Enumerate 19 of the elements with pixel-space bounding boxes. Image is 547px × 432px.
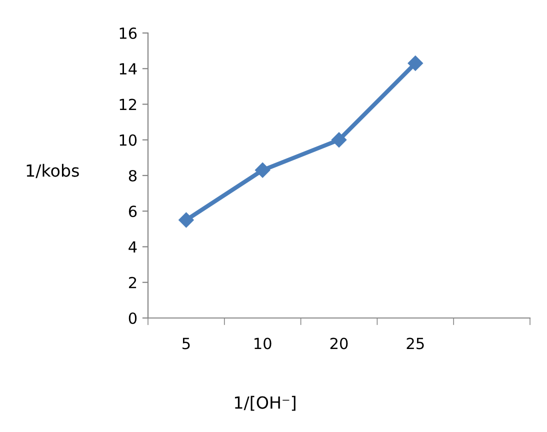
x-tick-label: 10 bbox=[254, 338, 272, 350]
point bbox=[255, 162, 270, 178]
y-tick-label: 14 bbox=[120, 63, 137, 74]
x-tick-label: 20 bbox=[330, 338, 348, 350]
point bbox=[408, 56, 423, 71]
y-tick-label: 6 bbox=[128, 206, 137, 218]
y-tick-label: 12 bbox=[120, 98, 136, 110]
y-tick-label: 10 bbox=[120, 134, 137, 146]
y-tick-label: 2 bbox=[128, 276, 136, 288]
point bbox=[178, 212, 194, 228]
point bbox=[331, 132, 347, 148]
x-tick-label: 25 bbox=[406, 338, 424, 350]
x-axis-title: 1/[OH⁻] bbox=[234, 396, 296, 411]
y-tick-label: 16 bbox=[120, 27, 137, 40]
y-tick-label: 0 bbox=[128, 312, 137, 324]
y-axis-title: 1/kobs bbox=[26, 164, 79, 178]
x-tick-label: 5 bbox=[182, 338, 190, 350]
y-tick-label: 8 bbox=[128, 170, 137, 182]
y-tick-label: 4 bbox=[128, 241, 137, 253]
